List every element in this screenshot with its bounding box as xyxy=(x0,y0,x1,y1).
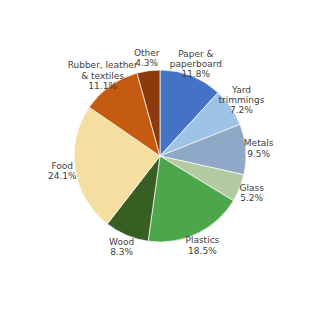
slice-label-line: 5.2% xyxy=(240,193,263,203)
slice-label-line: Glass xyxy=(240,183,265,193)
slice-label-line: 7.2% xyxy=(230,105,253,115)
slice-label-line: Food xyxy=(51,161,73,171)
slice-label-line: Metals xyxy=(244,138,274,148)
slice-label: Other4.3% xyxy=(134,48,160,68)
slice-label: Plastics18.5% xyxy=(185,235,219,255)
slice-label: Glass5.2% xyxy=(240,183,265,203)
slice-label: Paper &paperboard11.8% xyxy=(170,49,222,80)
slice-label-line: trimmings xyxy=(219,95,265,105)
slice-label: Rubber, leather& textiles11.1% xyxy=(68,60,138,91)
slice-label: Food24.1% xyxy=(48,161,77,181)
slice-label-line: 4.3% xyxy=(135,58,158,68)
pie: Paper &paperboard11.8% Yardtrimmings7.2% M… xyxy=(48,48,274,257)
slice-label-line: 8.3% xyxy=(110,247,133,257)
slice-label-line: 9.5% xyxy=(247,149,270,159)
slice-label-line: 11.8% xyxy=(182,69,211,79)
slice-label-line: paperboard xyxy=(170,59,222,69)
slice-label-line: & textiles xyxy=(81,71,124,81)
slice xyxy=(148,156,233,242)
slice-label-line: Yard xyxy=(231,85,251,95)
slice-label-line: 11.1% xyxy=(88,81,117,91)
slice-label-line: Rubber, leather xyxy=(68,60,138,70)
slice-label: Yardtrimmings7.2% xyxy=(219,85,265,116)
slice-label: Wood8.3% xyxy=(109,237,134,257)
chart: Paper &paperboard11.8% Yardtrimmings7.2% M… xyxy=(0,0,320,312)
slice-label-line: Plastics xyxy=(185,235,219,245)
slice-label-line: Wood xyxy=(109,237,134,247)
slice-label-line: Other xyxy=(134,48,160,58)
slice-label-line: Paper & xyxy=(178,49,213,59)
slice-label: Metals9.5% xyxy=(244,138,274,158)
slice xyxy=(137,70,160,156)
labels: Paper &paperboard11.8% Yardtrimmings7.2% M… xyxy=(48,48,274,257)
slice-label-line: 18.5% xyxy=(188,246,217,256)
slice-label-line: 24.1% xyxy=(48,171,77,181)
